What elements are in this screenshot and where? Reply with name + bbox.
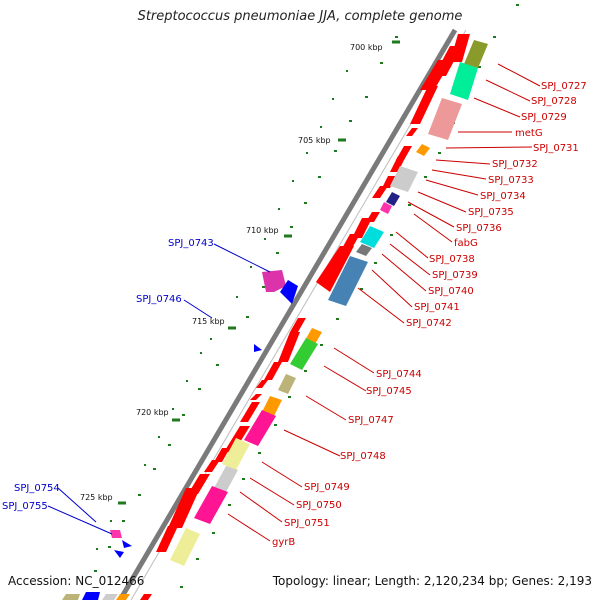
gene-label-SPJ_0727[interactable]: SPJ_0727 — [541, 81, 587, 92]
gene-label-SPJ_0734[interactable]: SPJ_0734 — [480, 191, 526, 202]
gene-label-SPJ_0728[interactable]: SPJ_0728 — [531, 96, 577, 107]
scale-tick-label-710: 710 kbp — [246, 226, 279, 235]
scale-tick-marks — [118, 40, 400, 505]
gene-label-SPJ_0733[interactable]: SPJ_0733 — [488, 175, 534, 186]
genes-value: 2,193 — [557, 574, 592, 588]
gene-label-SPJ_0740[interactable]: SPJ_0740 — [428, 286, 474, 297]
gene-label-SPJ_0729[interactable]: SPJ_0729 — [521, 112, 567, 123]
reverse-gene-labels: SPJ_0743 SPJ_0746 SPJ_0754 SPJ_0755 — [2, 238, 214, 512]
gene-label-SPJ_0731[interactable]: SPJ_0731 — [533, 143, 579, 154]
gene-label-SPJ_0735[interactable]: SPJ_0735 — [468, 207, 514, 218]
gene-label-SPJ_0749[interactable]: SPJ_0749 — [304, 482, 350, 493]
gene-label-gyrB[interactable]: gyrB — [272, 537, 295, 548]
tick-track-outer — [94, 36, 398, 572]
genes-label: Genes: — [511, 574, 554, 588]
gene-label-SPJ_0742[interactable]: SPJ_0742 — [406, 318, 452, 329]
gene-label-SPJ_0754[interactable]: SPJ_0754 — [14, 483, 60, 494]
forward-gene-labels: SPJ_0727 SPJ_0728 SPJ_0729 metG SPJ_0731… — [272, 81, 587, 548]
gene-label-SPJ_0746[interactable]: SPJ_0746 — [136, 294, 182, 305]
gene-label-SPJ_0745[interactable]: SPJ_0745 — [366, 386, 412, 397]
accession-label: Accession: — [8, 574, 72, 588]
scale-tick-label-720: 720 kbp — [136, 408, 169, 417]
forward-gene-track — [140, 34, 470, 600]
scale-tick-label-715: 715 kbp — [192, 317, 225, 326]
gene-label-SPJ_0750[interactable]: SPJ_0750 — [296, 500, 342, 511]
gene-label-SPJ_0736[interactable]: SPJ_0736 — [456, 223, 502, 234]
reverse-label-leaders — [47, 243, 271, 535]
scale-tick-label-700: 700 kbp — [350, 43, 383, 52]
gene-label-SPJ_0744[interactable]: SPJ_0744 — [376, 369, 422, 380]
scale-tick-label-705: 705 kbp — [298, 136, 331, 145]
scale-tick-label-725: 725 kbp — [80, 493, 113, 502]
genome-summary: Topology: linear; Length: 2,120,234 bp; … — [272, 574, 592, 588]
map-title: Streptococcus pneumoniae JJA, complete g… — [137, 9, 463, 24]
gene-label-SPJ_0739[interactable]: SPJ_0739 — [432, 270, 478, 281]
topology-label: Topology: — [272, 574, 329, 588]
gene-label-metG[interactable]: metG — [515, 128, 543, 139]
forward-label-leaders — [227, 63, 541, 542]
gene-label-SPJ_0751[interactable]: SPJ_0751 — [284, 518, 330, 529]
length-value: 2,120,234 bp — [423, 574, 504, 588]
gene-label-SPJ_0755[interactable]: SPJ_0755 — [2, 501, 48, 512]
gene-label-SPJ_0741[interactable]: SPJ_0741 — [414, 302, 460, 313]
gene-label-SPJ_0747[interactable]: SPJ_0747 — [348, 415, 394, 426]
gene-label-SPJ_0743[interactable]: SPJ_0743 — [168, 238, 214, 249]
cog-block-track — [102, 40, 488, 600]
topology-value: linear — [332, 574, 367, 588]
tick-track-far — [96, 70, 348, 550]
gene-label-SPJ_0738[interactable]: SPJ_0738 — [429, 254, 475, 265]
gene-label-SPJ_0748[interactable]: SPJ_0748 — [340, 451, 386, 462]
accession-value: NC_012466 — [75, 574, 145, 588]
gene-label-fabG[interactable]: fabG — [454, 238, 478, 249]
accession-info: Accession: NC_012466 — [8, 574, 144, 588]
gene-label-SPJ_0732[interactable]: SPJ_0732 — [492, 159, 538, 170]
length-label: Length: — [374, 574, 421, 588]
reverse-gene-track — [62, 270, 298, 600]
